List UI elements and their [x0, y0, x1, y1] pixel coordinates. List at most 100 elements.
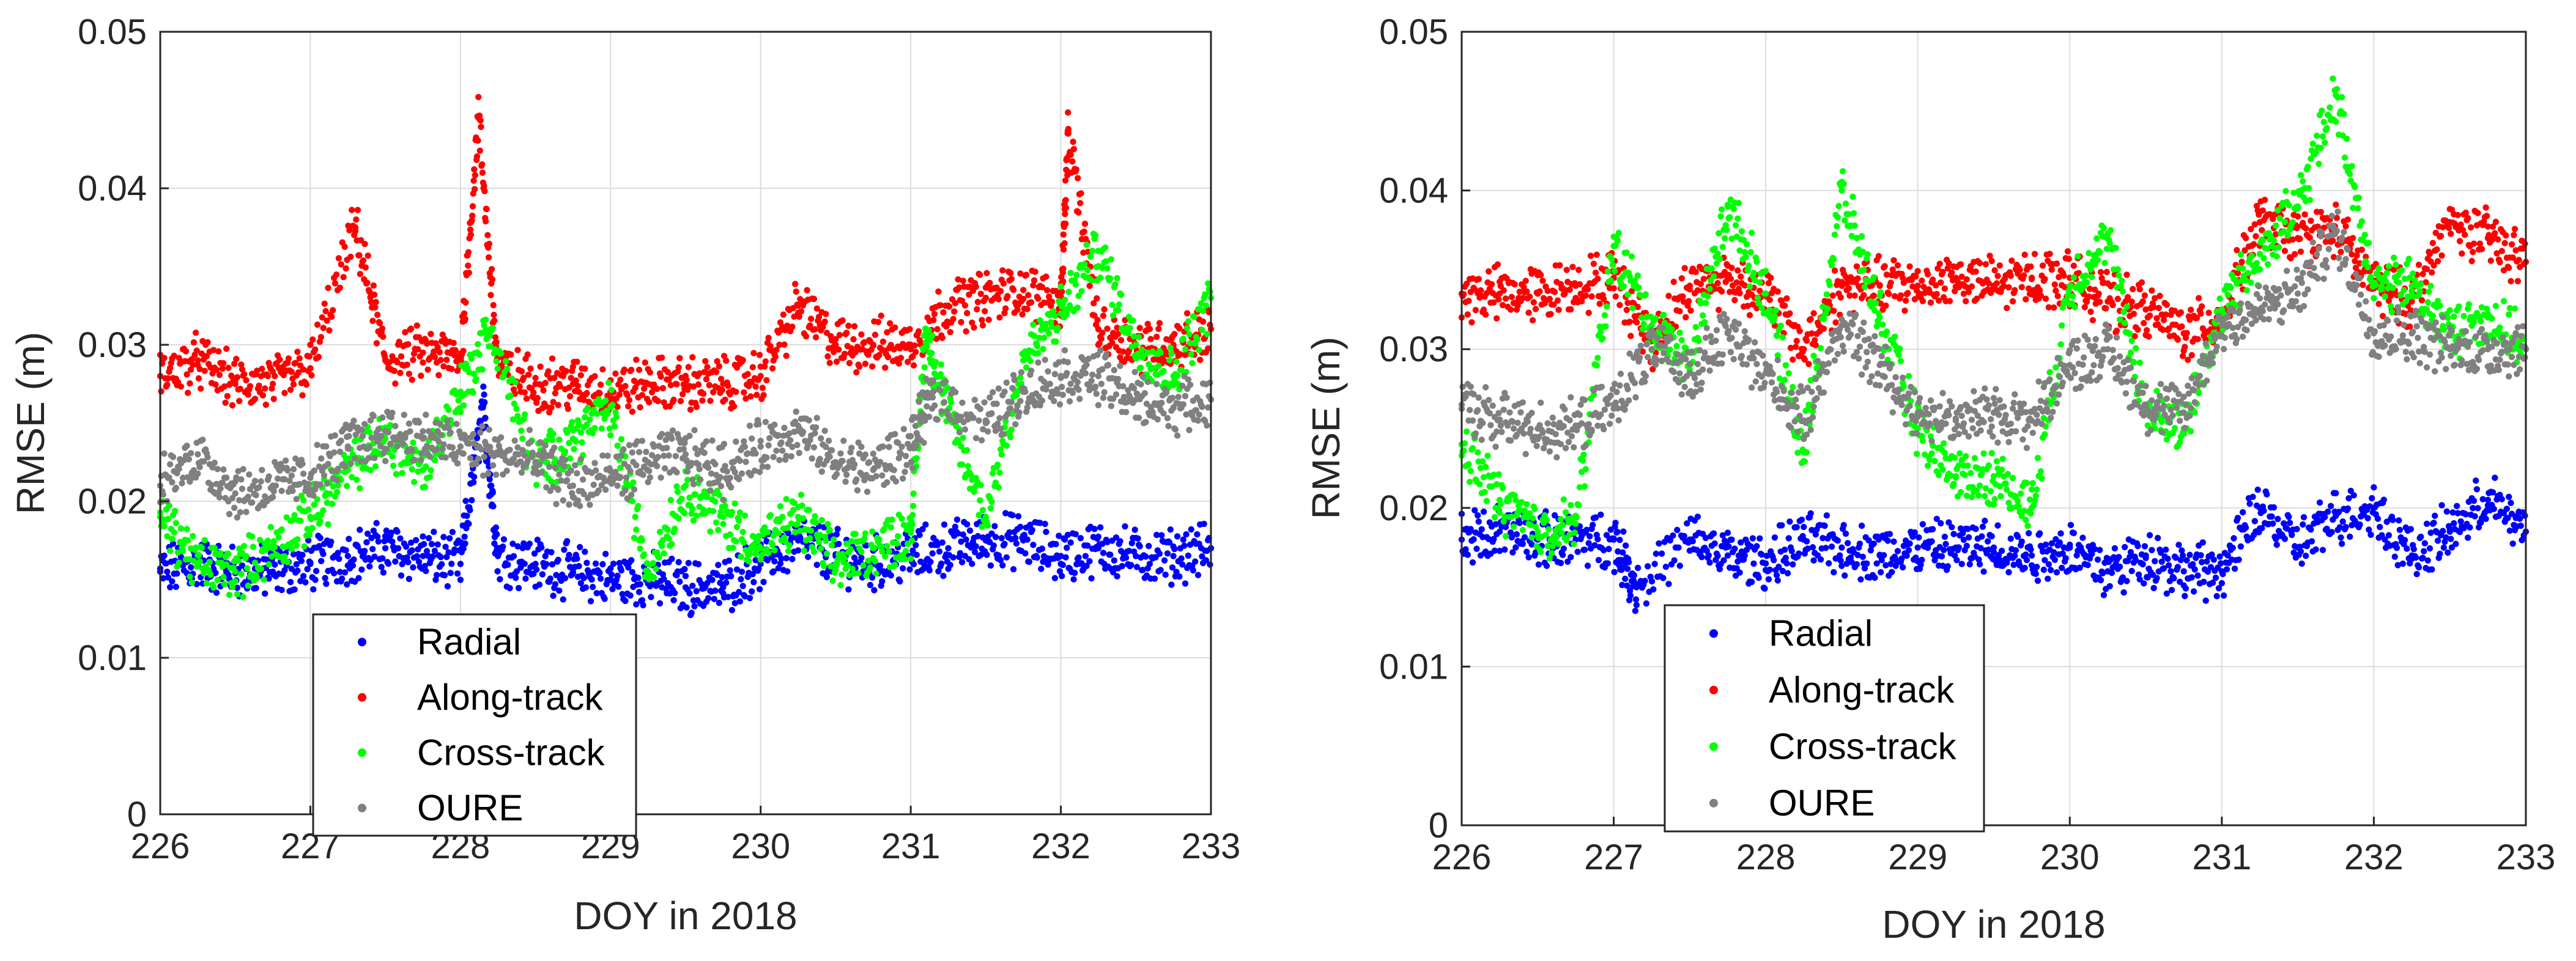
- data-point: [518, 469, 525, 476]
- data-point: [851, 461, 858, 468]
- data-point: [397, 369, 404, 377]
- data-point: [487, 326, 494, 333]
- legend-label: Along-track: [417, 677, 603, 718]
- data-point: [490, 302, 497, 309]
- data-point: [454, 460, 461, 467]
- data-point: [755, 565, 762, 572]
- data-point: [1042, 356, 1048, 363]
- data-point: [839, 457, 846, 465]
- data-point: [1012, 534, 1019, 542]
- data-point: [347, 460, 354, 467]
- data-point: [302, 579, 309, 586]
- data-point: [224, 392, 231, 400]
- data-point: [506, 584, 513, 592]
- data-point: [166, 461, 174, 468]
- data-point: [1104, 539, 1111, 545]
- data-point: [176, 559, 182, 566]
- data-point: [1061, 240, 1068, 247]
- data-point: [1665, 581, 1672, 587]
- data-point: [901, 468, 908, 476]
- data-point: [508, 351, 514, 358]
- data-point: [1632, 608, 1639, 614]
- data-point: [909, 503, 917, 509]
- data-point: [876, 352, 883, 359]
- data-point: [818, 435, 824, 442]
- data-point: [1004, 293, 1011, 300]
- data-point: [1057, 553, 1064, 559]
- data-point: [299, 460, 306, 467]
- data-point: [245, 391, 251, 398]
- data-point: [1774, 577, 1781, 584]
- data-point: [371, 553, 378, 560]
- data-point: [1095, 402, 1102, 408]
- data-point: [1054, 325, 1061, 331]
- data-point: [1202, 302, 1210, 309]
- data-point: [1156, 320, 1163, 326]
- data-point: [1021, 531, 1028, 539]
- data-point: [574, 470, 580, 477]
- data-point: [1581, 547, 1588, 553]
- data-point: [1051, 397, 1057, 405]
- data-point: [637, 404, 643, 411]
- data-point: [396, 339, 402, 345]
- data-point: [1144, 320, 1151, 328]
- data-point: [442, 454, 449, 461]
- data-point: [1194, 417, 1202, 424]
- data-point: [960, 531, 966, 538]
- data-point: [352, 224, 359, 231]
- data-point: [805, 506, 813, 514]
- data-point: [379, 414, 386, 421]
- data-point: [1186, 381, 1194, 388]
- data-point: [367, 466, 374, 474]
- data-point: [301, 543, 308, 550]
- x-tick-label: 226: [131, 827, 190, 866]
- data-point: [300, 497, 307, 504]
- data-point: [353, 216, 360, 223]
- data-point: [681, 565, 688, 573]
- data-point: [193, 347, 200, 354]
- data-point: [1786, 518, 1793, 525]
- data-point: [490, 503, 497, 510]
- data-point: [961, 302, 969, 309]
- data-point: [1623, 542, 1629, 549]
- data-point: [929, 550, 936, 557]
- data-point: [1180, 401, 1187, 408]
- data-point: [357, 237, 365, 244]
- data-point: [714, 572, 720, 578]
- data-point: [336, 448, 344, 455]
- data-point: [442, 543, 449, 550]
- data-point: [1131, 526, 1138, 533]
- data-point: [160, 575, 166, 582]
- data-point: [1107, 551, 1114, 558]
- data-point: [739, 529, 746, 536]
- data-point: [1111, 367, 1118, 374]
- data-point: [952, 389, 959, 396]
- x-axis-label-left: DOY in 2018: [574, 894, 797, 938]
- data-point: [931, 402, 938, 409]
- data-point: [1749, 535, 1756, 542]
- data-point: [462, 540, 468, 547]
- data-point: [519, 447, 526, 454]
- data-point: [1057, 283, 1064, 290]
- data-point: [969, 561, 975, 567]
- data-point: [241, 543, 248, 550]
- data-point: [683, 604, 690, 611]
- data-point: [945, 302, 952, 309]
- data-point: [498, 350, 505, 357]
- data-point: [633, 462, 640, 469]
- data-point: [383, 527, 390, 534]
- data-point: [257, 478, 264, 485]
- data-point: [235, 557, 242, 564]
- data-point: [169, 454, 177, 460]
- data-point: [1060, 265, 1067, 272]
- data-point: [1513, 531, 1520, 538]
- data-point: [1185, 552, 1192, 559]
- data-point: [1082, 553, 1089, 559]
- data-point: [712, 519, 720, 526]
- data-point: [1008, 426, 1015, 433]
- data-point: [464, 512, 470, 519]
- data-point: [1194, 572, 1202, 578]
- data-point: [193, 581, 200, 587]
- data-point: [1138, 381, 1144, 388]
- data-point: [1135, 334, 1142, 341]
